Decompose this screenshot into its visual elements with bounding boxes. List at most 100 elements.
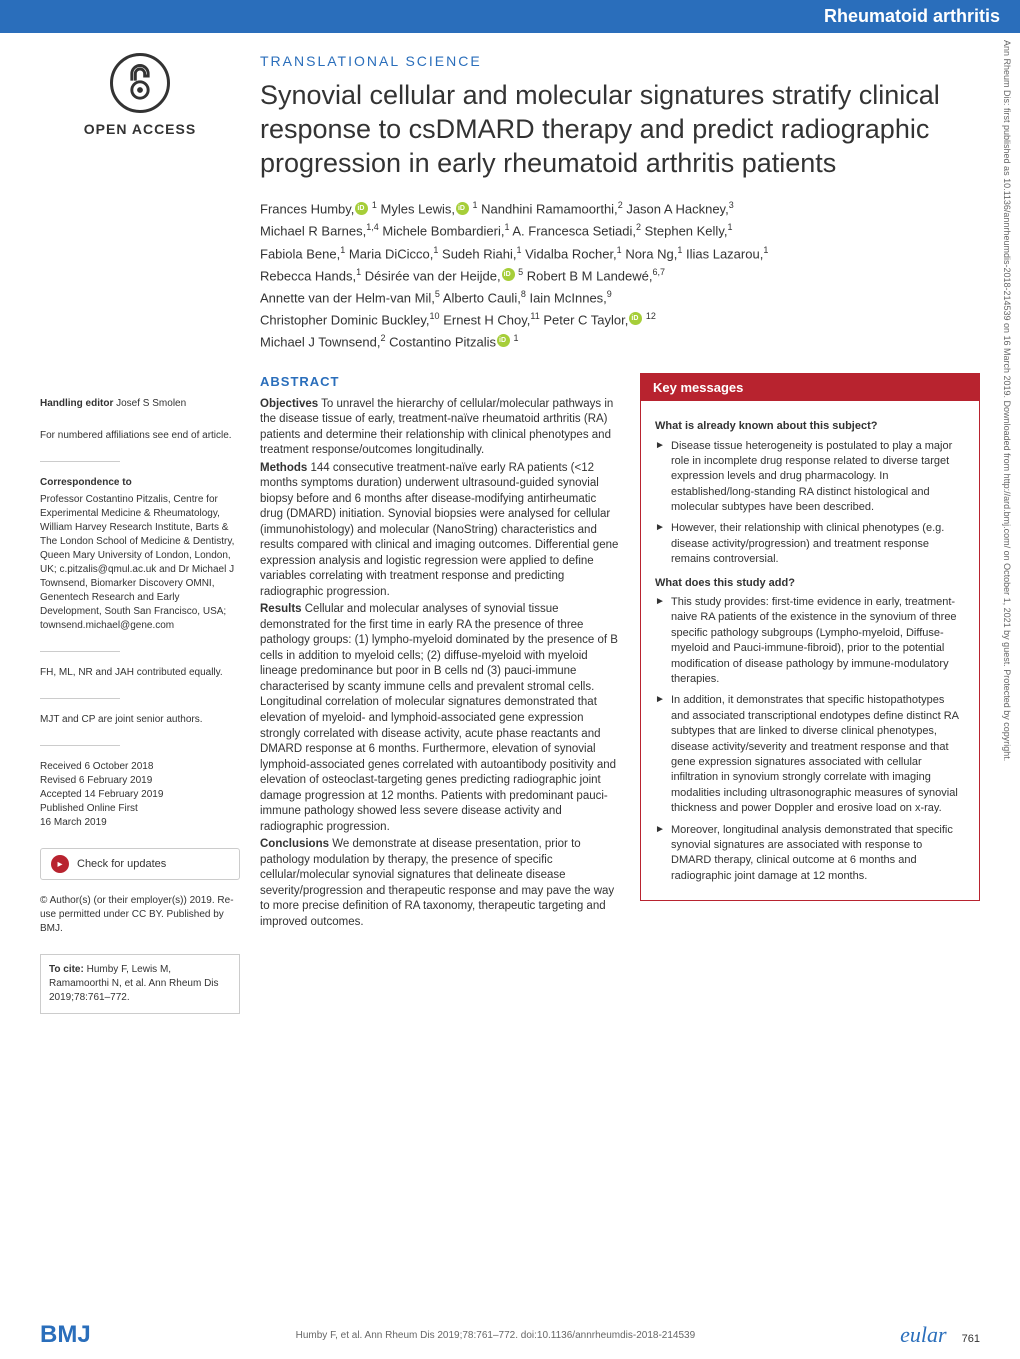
- affil-sup: 1: [516, 245, 521, 255]
- section-label: TRANSLATIONAL SCIENCE: [260, 53, 980, 69]
- affil-sup: 2: [380, 333, 385, 343]
- list-item: However, their relationship with clinica…: [655, 521, 965, 567]
- author: Peter C Taylor,: [543, 312, 628, 327]
- affil-sup: 1: [763, 245, 768, 255]
- conclusions-label: Conclusions: [260, 838, 329, 850]
- author: Alberto Cauli,: [443, 290, 521, 305]
- abstract-objectives: Objectives To unravel the hierarchy of c…: [260, 397, 622, 459]
- handling-editor-name: Josef S Smolen: [116, 398, 186, 409]
- header-bar: Rheumatoid arthritis: [0, 0, 1020, 33]
- affil-sup: 1: [356, 267, 361, 277]
- affil-sup: 1: [504, 222, 509, 232]
- affiliations-note: For numbered affiliations see end of art…: [40, 429, 240, 443]
- divider: [40, 651, 120, 652]
- affil-sup: 5: [516, 267, 524, 277]
- abstract-heading: ABSTRACT: [260, 373, 622, 391]
- affil-sup: 1: [617, 245, 622, 255]
- affil-sup: 1: [433, 245, 438, 255]
- author: Sudeh Riahi,: [442, 246, 516, 261]
- affil-sup: 1: [511, 333, 519, 343]
- crossmark-icon: [51, 855, 69, 873]
- affil-sup: 12: [643, 311, 656, 321]
- footer-right: eular 761: [900, 1322, 980, 1348]
- contrib-note-2: MJT and CP are joint senior authors.: [40, 713, 240, 727]
- abstract-results: Results Cellular and molecular analyses …: [260, 602, 622, 835]
- correspondence-text: Professor Costantino Pitzalis, Centre fo…: [40, 493, 240, 633]
- abstract-conclusions: Conclusions We demonstrate at disease pr…: [260, 837, 622, 930]
- bmj-logo: BMJ: [40, 1321, 91, 1349]
- results-label: Results: [260, 603, 302, 615]
- author: Ilias Lazarou,: [686, 246, 763, 261]
- abstract-column: ABSTRACT Objectives To unravel the hiera…: [260, 373, 622, 932]
- two-column-body: ABSTRACT Objectives To unravel the hiera…: [260, 373, 980, 932]
- orcid-icon[interactable]: [456, 202, 469, 215]
- key-messages-body: What is already known about this subject…: [641, 401, 979, 900]
- handling-editor-heading: Handling editor: [40, 398, 113, 409]
- page-number: 761: [962, 1333, 980, 1345]
- affil-sup: 1: [369, 200, 377, 210]
- divider: [40, 745, 120, 746]
- author: Jason A Hackney,: [626, 202, 728, 217]
- cite-heading: To cite:: [49, 964, 84, 975]
- author: Robert B M Landewé,: [527, 268, 653, 283]
- orcid-icon[interactable]: [355, 202, 368, 215]
- orcid-icon[interactable]: [629, 312, 642, 325]
- article-title: Synovial cellular and molecular signatur…: [260, 79, 980, 180]
- header-category: Rheumatoid arthritis: [824, 6, 1000, 27]
- footer: BMJ Humby F, et al. Ann Rheum Dis 2019;7…: [0, 1311, 1020, 1359]
- open-access-label: OPEN ACCESS: [40, 121, 240, 137]
- check-updates-button[interactable]: Check for updates: [40, 848, 240, 880]
- orcid-icon[interactable]: [502, 268, 515, 281]
- affil-sup: 1: [677, 245, 682, 255]
- author: Costantino Pitzalis: [389, 334, 496, 349]
- author: Michael R Barnes,: [260, 224, 366, 239]
- eular-logo: eular: [900, 1322, 946, 1347]
- affil-sup: 11: [530, 311, 539, 321]
- page-container: Rheumatoid arthritis Ann Rheum Dis: firs…: [0, 0, 1020, 1359]
- open-access-block: OPEN ACCESS: [40, 33, 240, 167]
- affil-sup: 3: [729, 200, 734, 210]
- content-wrapper: OPEN ACCESS Handling editor Josef S Smol…: [0, 33, 1020, 1014]
- author: Vidalba Rocher,: [525, 246, 617, 261]
- affil-sup: 8: [521, 289, 526, 299]
- divider: [40, 698, 120, 699]
- objectives-label: Objectives: [260, 398, 318, 410]
- key-messages-header: Key messages: [641, 374, 979, 401]
- author: Nora Ng,: [625, 246, 677, 261]
- key-messages-box: Key messages What is already known about…: [640, 373, 980, 901]
- affil-sup: 2: [618, 200, 623, 210]
- methods-text: 144 consecutive treatment-naïve early RA…: [260, 462, 618, 598]
- author: Maria DiCicco,: [349, 246, 434, 261]
- author: Michael J Townsend,: [260, 334, 380, 349]
- author: Stephen Kelly,: [645, 224, 728, 239]
- main-column: TRANSLATIONAL SCIENCE Synovial cellular …: [260, 33, 980, 1014]
- author: A. Francesca Setiadi,: [512, 224, 636, 239]
- author: Désirée van der Heijde,: [365, 268, 501, 283]
- key-q1-list: Disease tissue heterogeneity is postulat…: [655, 439, 965, 568]
- footer-citation: Humby F, et al. Ann Rheum Dis 2019;78:76…: [296, 1330, 696, 1341]
- open-access-icon: [110, 53, 170, 113]
- key-q2-heading: What does this study add?: [655, 576, 965, 591]
- conclusions-text: We demonstrate at disease presentation, …: [260, 838, 614, 928]
- affil-sup: 10: [430, 311, 440, 321]
- author: Nandhini Ramamoorthi,: [481, 202, 618, 217]
- copyright-block: © Author(s) (or their employer(s)) 2019.…: [40, 894, 240, 936]
- contrib-note-1: FH, ML, NR and JAH contributed equally.: [40, 666, 240, 680]
- methods-label: Methods: [260, 462, 307, 474]
- orcid-icon[interactable]: [497, 334, 510, 347]
- affil-sup: 9: [607, 289, 612, 299]
- divider: [40, 461, 120, 462]
- affil-sup: 6,7: [653, 267, 666, 277]
- key-q1-heading: What is already known about this subject…: [655, 419, 965, 434]
- author: Annette van der Helm-van Mil,: [260, 290, 435, 305]
- results-text: Cellular and molecular analyses of synov…: [260, 603, 618, 832]
- left-column: OPEN ACCESS Handling editor Josef S Smol…: [40, 33, 240, 1014]
- affil-sup: 1,4: [366, 222, 379, 232]
- correspondence-heading: Correspondence to: [40, 476, 240, 490]
- check-updates-label: Check for updates: [77, 858, 166, 870]
- author: Rebecca Hands,: [260, 268, 356, 283]
- authors-block: Frances Humby, 1 Myles Lewis, 1 Nandhini…: [260, 198, 980, 353]
- author: Christopher Dominic Buckley,: [260, 312, 430, 327]
- author: Fabiola Bene,: [260, 246, 340, 261]
- dates-block: Received 6 October 2018 Revised 6 Februa…: [40, 760, 240, 830]
